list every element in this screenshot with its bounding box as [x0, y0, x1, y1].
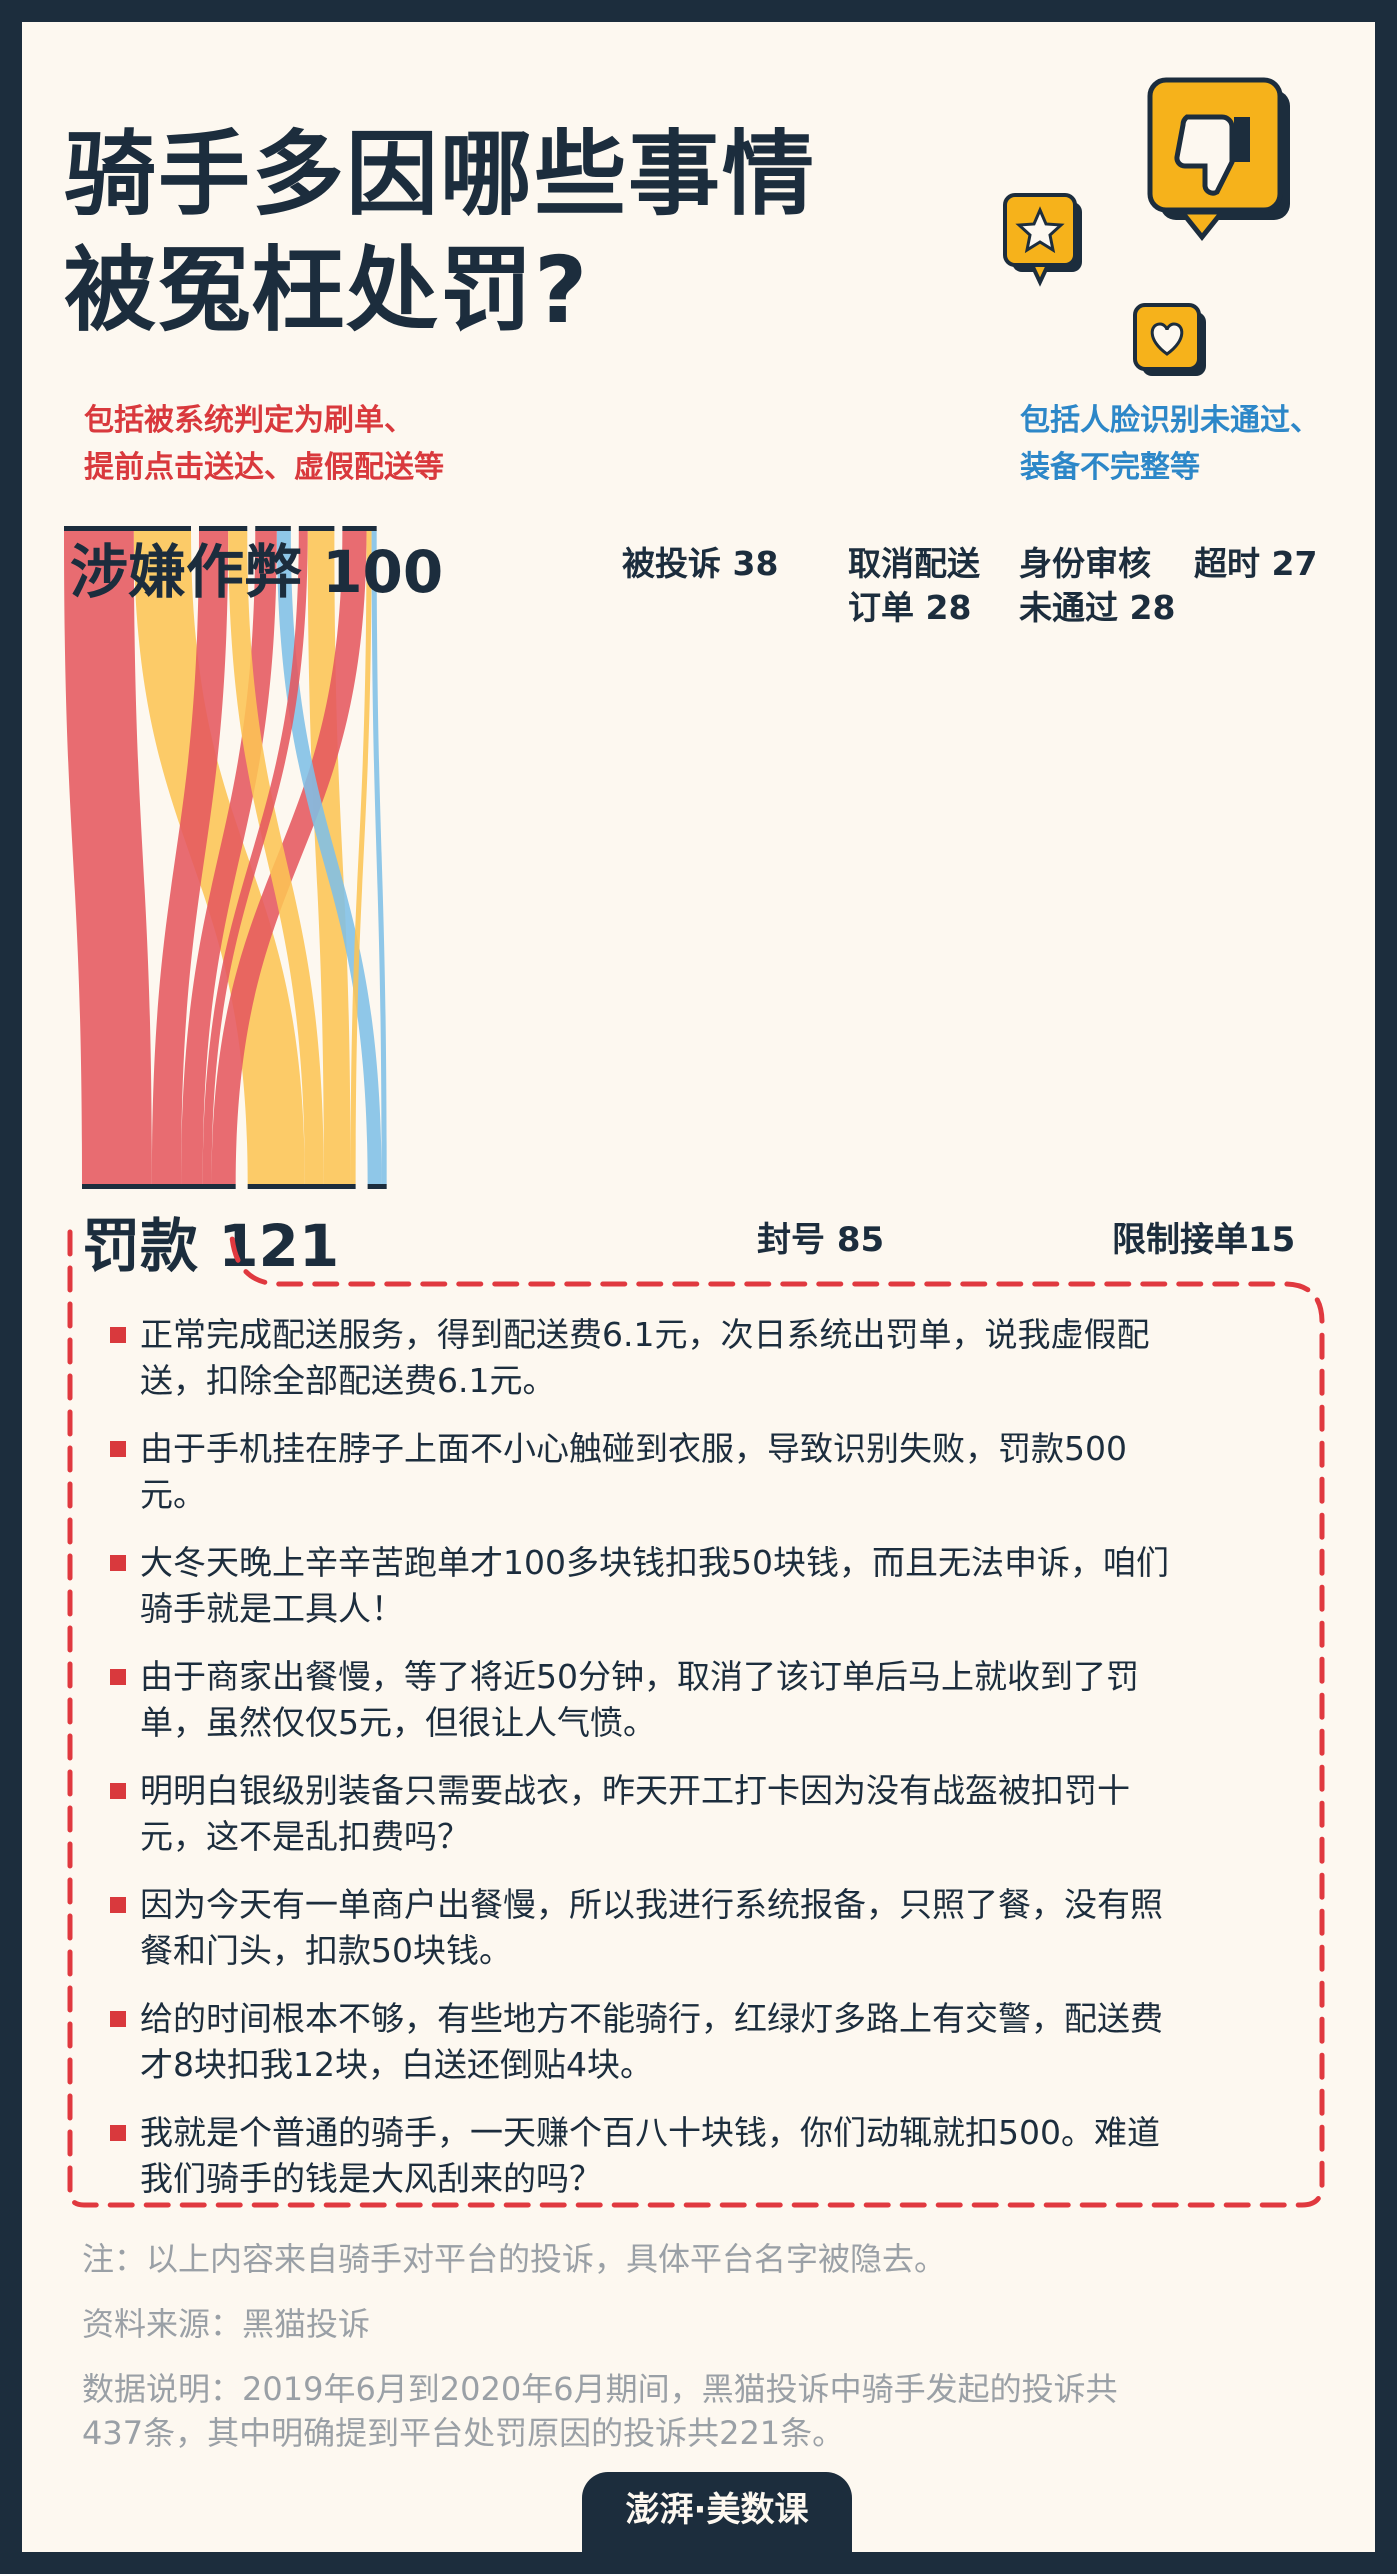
title-line-1: 骑手多因哪些事情: [64, 121, 817, 228]
infographic-frame: 骑手多因哪些事情 被冤枉处罚? 包括被系统判定为刷单、 提前点击送达、虚假配送等…: [22, 22, 1375, 2552]
quote-line: 大冬天晚上辛辛苦跑单才100多块钱扣我50块钱，而且无法申诉，咱们: [140, 1543, 1169, 1582]
quote-line: 由于手机挂在脖子上面不小心触碰到衣服，导致识别失败，罚款500: [140, 1429, 1127, 1468]
quote-line: 送，扣除全部配送费6.1元。: [140, 1361, 556, 1400]
note-identity-line-2: 装备不完整等: [1020, 450, 1200, 485]
list-item: 由于手机挂在脖子上面不小心触碰到衣服，导致识别失败，罚款500 元。: [110, 1426, 1310, 1518]
flow-超时-限制接单: [371, 530, 387, 1184]
list-item: 大冬天晚上辛辛苦跑单才100多块钱扣我50块钱，而且无法申诉，咱们 骑手就是工具人…: [110, 1540, 1310, 1632]
list-item: 由于商家出餐慢，等了将近50分钟，取消了该订单后马上就收到了罚 单，虽然仅仅5元，…: [110, 1654, 1310, 1746]
flow-被投诉-封号: [228, 530, 324, 1184]
brand-logo: 澎湃·美数课: [582, 2472, 852, 2552]
note-cheating-line-2: 提前点击送达、虚假配送等: [84, 450, 444, 485]
list-item: 明明白银级别装备只需要战衣，昨天开工打卡因为没有战盔被扣罚十 元，这不是乱扣费吗？: [110, 1768, 1310, 1860]
quote-line: 正常完成配送服务，得到配送费6.1元，次日系统出罚单，说我虚假配: [140, 1315, 1150, 1354]
source-label-identity: 身份审核 未通过 28: [1019, 542, 1175, 630]
heart-icon: [1133, 303, 1206, 376]
data-explanation-line-2: 437条，其中明确提到平台处罚原因的投诉共221条。: [82, 2414, 845, 2452]
page-title: 骑手多因哪些事情 被冤枉处罚?: [64, 117, 816, 349]
flow-被投诉-罚款: [151, 530, 229, 1184]
source-label-cancel-line-2: 订单 28: [848, 588, 972, 627]
source-label-cheating: 涉嫌作弊 100: [70, 538, 444, 606]
social-icons: [1003, 77, 1290, 376]
flow-超时-罚款: [211, 530, 367, 1184]
source-label-cancel-line-1: 取消配送: [848, 544, 980, 583]
list-item: 因为今天有一单商户出餐慢，所以我进行系统报备，只照了餐，没有照 餐和门头，扣款50…: [110, 1882, 1310, 1974]
note-identity: 包括人脸识别未通过、 装备不完整等: [1020, 397, 1320, 491]
target-bar-罚款: [82, 1184, 236, 1189]
quote-line: 由于商家出餐慢，等了将近50分钟，取消了该订单后马上就收到了罚: [140, 1657, 1139, 1696]
quote-list: 正常完成配送服务，得到配送费6.1元，次日系统出罚单，说我虚假配 送，扣除全部配送…: [110, 1312, 1310, 2224]
target-label-ban: 封号 85: [757, 1220, 885, 1260]
quote-line: 我就是个普通的骑手，一天赚个百八十块钱，你们动辄就扣500。难道: [140, 2113, 1160, 2152]
flow-身份审核未通过-罚款: [202, 530, 308, 1184]
thumbs-down-icon: [1147, 77, 1290, 242]
quote-line: 我们骑手的钱是大风刮来的吗？: [140, 2159, 602, 2198]
quote-line: 元，这不是乱扣费吗？: [140, 1817, 470, 1856]
source-label-identity-line-1: 身份审核: [1019, 544, 1151, 583]
quote-line: 给的时间根本不够，有些地方不能骑行，红绿灯多路上有交警，配送费: [140, 1999, 1163, 2038]
sankey-chart: [64, 526, 387, 1189]
title-line-2: 被冤枉处罚?: [64, 237, 590, 344]
list-item: 我就是个普通的骑手，一天赚个百八十块钱，你们动辄就扣500。难道 我们骑手的钱是大…: [110, 2110, 1310, 2202]
quote-line: 元。: [140, 1475, 206, 1514]
data-explanation-line-1: 数据说明：2019年6月到2020年6月期间，黑猫投诉中骑手发起的投诉共: [82, 2370, 1118, 2408]
target-bar-封号: [247, 1184, 356, 1189]
source-bar-被投诉: [199, 526, 248, 531]
source-bar-超时: [342, 526, 377, 531]
flow-超时-封号: [350, 530, 372, 1184]
quote-line: 骑手就是工具人！: [140, 1589, 404, 1628]
source-bar-取消配送订单: [255, 526, 291, 531]
quote-line: 因为今天有一单商户出餐慢，所以我进行系统报备，只照了餐，没有照: [140, 1885, 1163, 1924]
source-label-cancel: 取消配送 订单 28: [848, 542, 980, 630]
quote-box-border: [67, 1229, 1325, 2208]
star-icon: [1003, 193, 1082, 287]
quote-line: 明明白银级别装备只需要战衣，昨天开工打卡因为没有战盔被扣罚十: [140, 1771, 1130, 1810]
source-label-identity-line-2: 未通过 28: [1019, 588, 1176, 627]
note-cheating: 包括被系统判定为刷单、 提前点击送达、虚假配送等: [84, 397, 444, 491]
data-explanation: 数据说明：2019年6月到2020年6月期间，黑猫投诉中骑手发起的投诉共 437…: [82, 2367, 1332, 2455]
flow-涉嫌作弊-罚款: [64, 530, 152, 1184]
quote-line: 餐和门头，扣款50块钱。: [140, 1931, 512, 1970]
source-label-complaint: 被投诉 38: [622, 544, 779, 583]
target-label-limit: 限制接单15: [1112, 1220, 1296, 1260]
data-source: 资料来源：黑猫投诉: [82, 2305, 371, 2343]
footnote: 注：以上内容来自骑手对平台的投诉，具体平台名字被隐去。: [82, 2240, 947, 2278]
target-bar-限制接单: [367, 1184, 387, 1189]
source-bar-涉嫌作弊: [64, 526, 191, 531]
list-item: 正常完成配送服务，得到配送费6.1元，次日系统出罚单，说我虚假配 送，扣除全部配送…: [110, 1312, 1310, 1404]
note-identity-line-1: 包括人脸识别未通过、: [1020, 403, 1320, 438]
source-bar-身份审核未通过: [298, 526, 335, 531]
target-label-fine: 罚款 121: [82, 1212, 340, 1280]
source-label-timeout: 超时 27: [1194, 544, 1318, 583]
quote-line: 才8块扣我12块，白送还倒贴4块。: [140, 2045, 653, 2084]
list-item: 给的时间根本不够，有些地方不能骑行，红绿灯多路上有交警，配送费 才8块扣我12块，…: [110, 1996, 1310, 2088]
quote-line: 单，虽然仅仅5元，但很让人气愤。: [140, 1703, 656, 1742]
note-cheating-line-1: 包括被系统判定为刷单、: [84, 403, 414, 438]
flow-取消配送订单-限制接单: [276, 530, 382, 1184]
